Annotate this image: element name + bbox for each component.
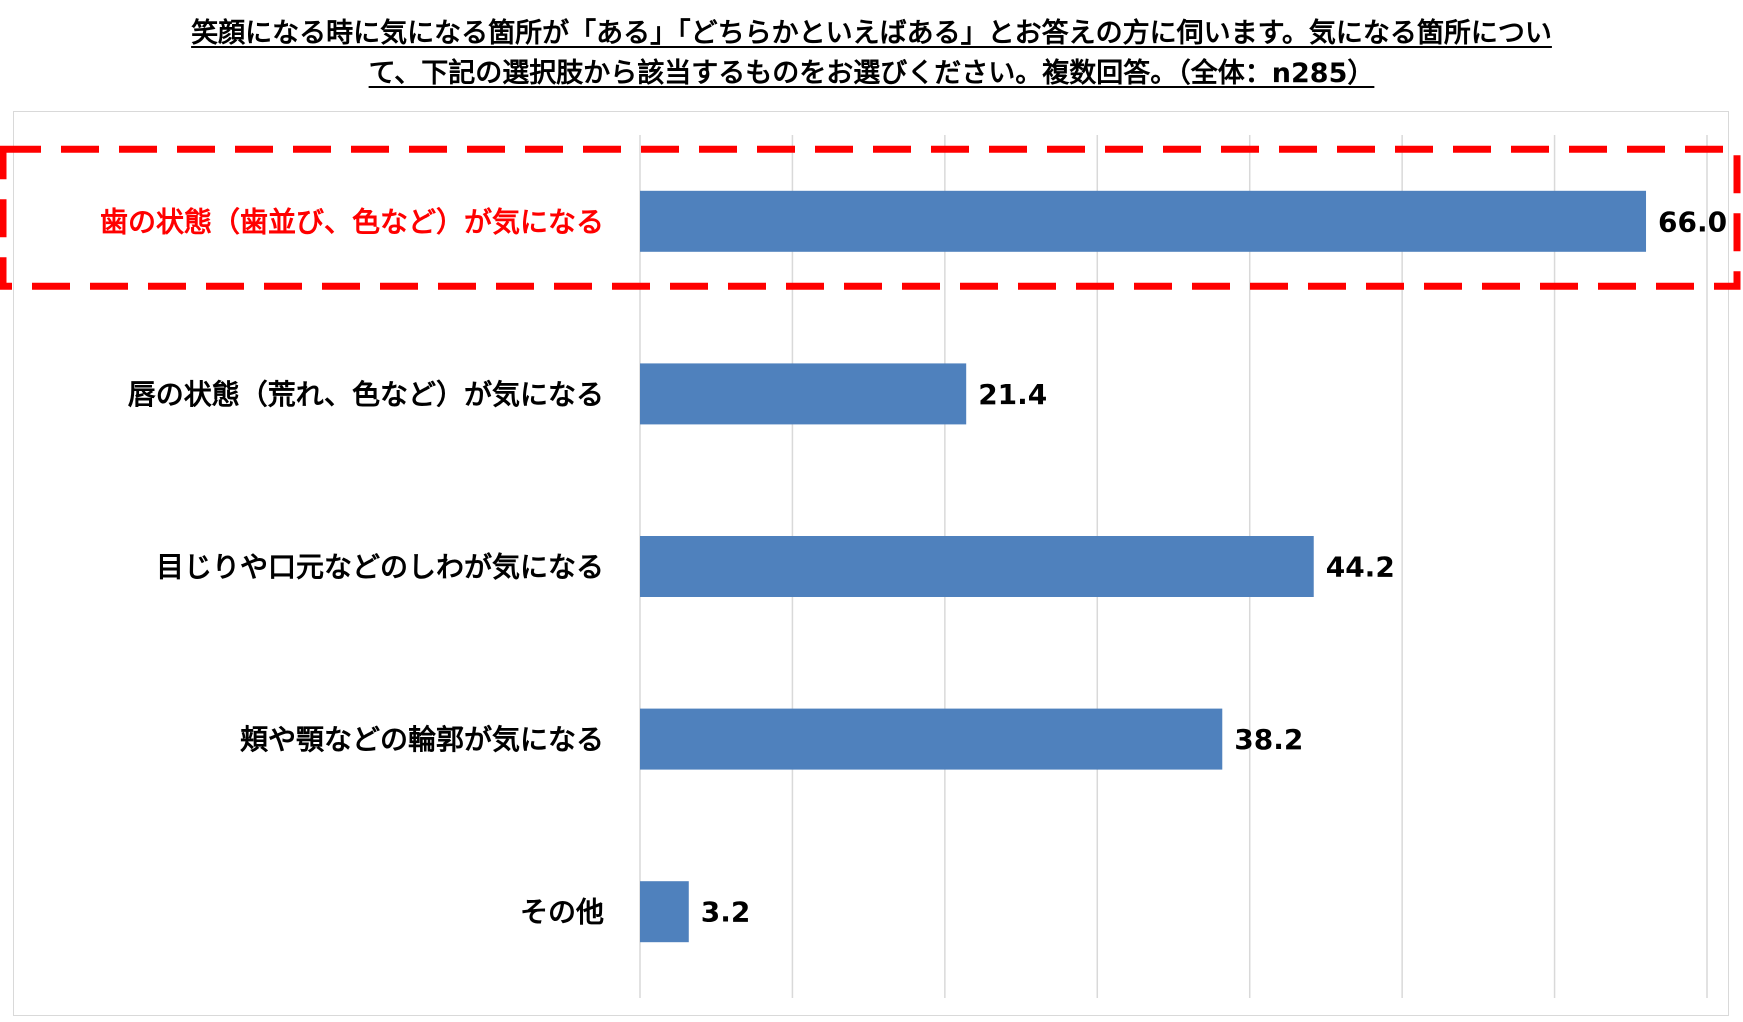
value-label: 38.2: [1234, 723, 1303, 756]
bar: [640, 363, 967, 425]
value-label: 66.0: [1658, 205, 1727, 238]
chart-title: 笑顔になる時に気になる箇所が「ある」「どちらかといえばある」とお答えの方に伺いま…: [0, 14, 1743, 94]
bar: [640, 190, 1647, 252]
category-label: 目じりや口元などのしわが気になる: [156, 551, 604, 584]
category-labels: 歯の状態（歯並び、色など）が気になる唇の状態（荒れ、色など）が気になる目じりや口…: [100, 205, 604, 928]
value-label: 44.2: [1326, 551, 1395, 584]
value-label: 21.4: [978, 378, 1047, 411]
value-label: 3.2: [701, 896, 751, 929]
bar: [640, 708, 1223, 770]
category-label: 唇の状態（荒れ、色など）が気になる: [128, 378, 604, 411]
category-label: 歯の状態（歯並び、色など）が気になる: [100, 205, 604, 238]
highlight-box: [0, 145, 1741, 290]
chart-frame: [13, 111, 1729, 1016]
bars: [640, 190, 1647, 943]
chart-title-line2: て、下記の選択肢から該当するものをお選びください。複数回答。（全体：n285）: [368, 58, 1375, 89]
highlight-box-rect: [0, 145, 1741, 290]
category-label: 頬や顎などの輪郭が気になる: [240, 723, 604, 756]
bar: [640, 536, 1314, 597]
category-label: その他: [520, 896, 604, 929]
bar: [640, 881, 689, 943]
chart-title-line1: 笑顔になる時に気になる箇所が「ある」「どちらかといえばある」とお答えの方に伺いま…: [191, 18, 1552, 49]
value-labels: 66.0 21.4 44.2 38.2 3.2: [701, 205, 1727, 928]
